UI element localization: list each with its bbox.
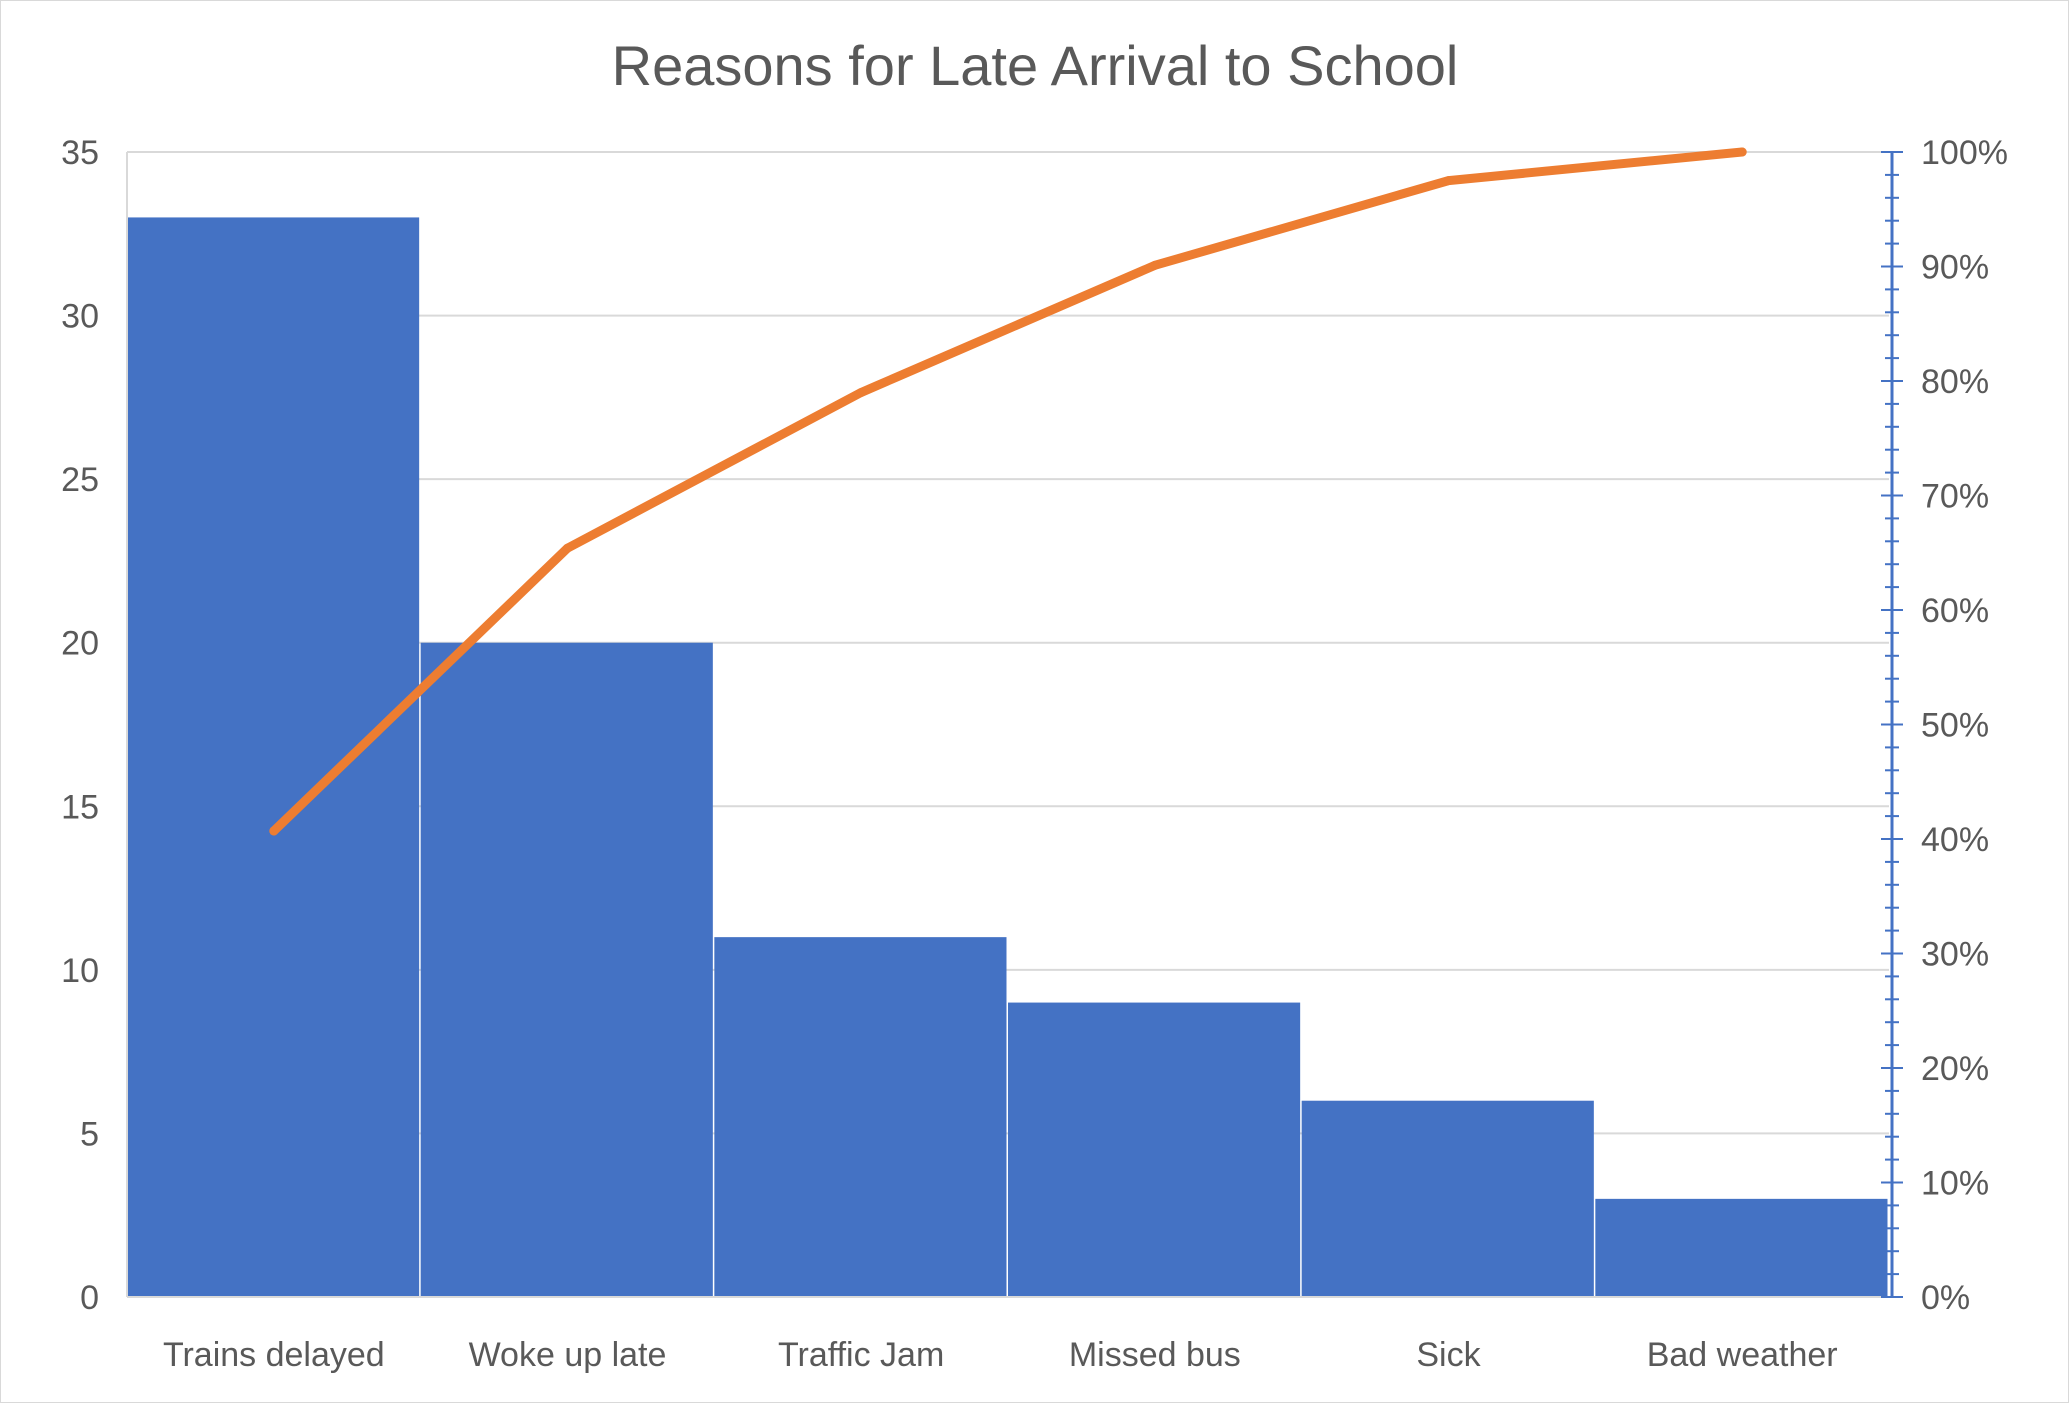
left-axis-tick-label: 5 [80, 1115, 99, 1153]
bar [127, 217, 420, 1297]
cumulative-point [856, 387, 866, 397]
bar [1301, 1100, 1594, 1297]
right-axis-tick-label: 70% [1921, 478, 1989, 516]
right-axis-tick-label: 50% [1921, 707, 1989, 745]
category-label: Missed bus [1069, 1336, 1241, 1374]
right-axis-tick-label: 80% [1921, 363, 1989, 401]
right-axis-tick-label: 20% [1921, 1050, 1989, 1088]
axis-labels: 0 5 10 15 20 25 30 35 0% 10% 20% 30% 40% 50% 60% 70% 80%… [61, 134, 2008, 1374]
axes [126, 151, 1903, 1298]
bar [420, 642, 713, 1297]
cumulative-point [563, 543, 572, 553]
cumulative-point [1737, 147, 1747, 157]
right-axis-tick-label: 90% [1921, 249, 1989, 287]
chart-title: Reasons for Late Arrival to School [612, 34, 1459, 97]
left-axis-tick-label: 10 [61, 952, 99, 990]
category-label: Trains delayed [163, 1336, 385, 1374]
cumulative-percent-line [269, 147, 1747, 836]
right-axis-tick-label: 30% [1921, 936, 1989, 974]
right-axis-tick-label: 60% [1921, 592, 1989, 630]
category-label: Bad weather [1647, 1336, 1838, 1374]
right-axis-tick-label: 0% [1921, 1279, 1970, 1317]
cumulative-line [269, 147, 1747, 836]
left-axis-tick-label: 30 [61, 298, 99, 336]
bar [1008, 1002, 1301, 1297]
cumulative-point [1444, 176, 1453, 186]
category-label: Sick [1416, 1336, 1481, 1374]
cumulative-point [1150, 260, 1160, 270]
right-axis-tick-label: 100% [1921, 134, 2008, 172]
left-axis-tick-label: 0 [80, 1279, 99, 1317]
category-label: Traffic Jam [778, 1336, 944, 1374]
left-axis-tick-label: 25 [61, 461, 99, 499]
left-axis-tick-label: 20 [61, 625, 99, 663]
bar [714, 937, 1007, 1297]
cumulative-point [269, 826, 279, 836]
category-label: Woke up late [469, 1336, 667, 1374]
bars [127, 217, 1888, 1297]
left-axis-tick-label: 15 [61, 788, 99, 826]
right-axis-tick-label: 40% [1921, 821, 1989, 859]
left-axis-tick-label: 35 [61, 134, 99, 172]
bar [1595, 1198, 1888, 1297]
right-axis-tick-label: 10% [1921, 1165, 1989, 1203]
